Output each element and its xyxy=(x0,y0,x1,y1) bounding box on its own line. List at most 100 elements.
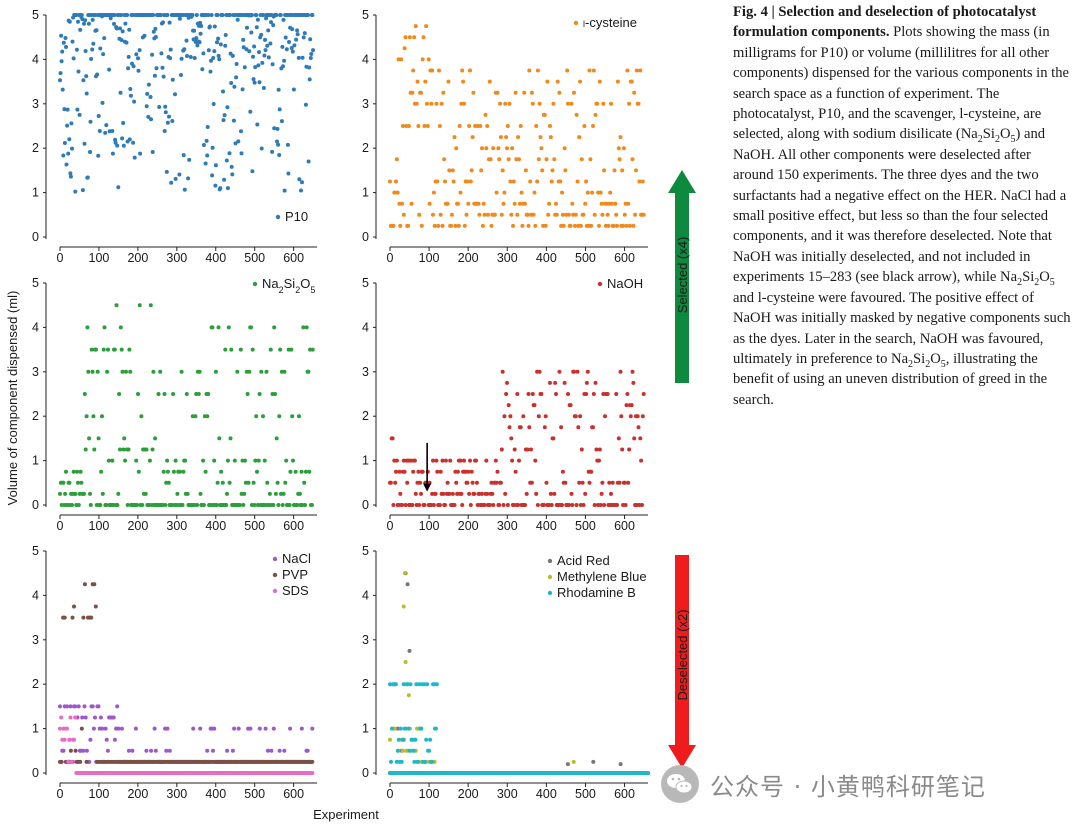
data-point xyxy=(622,212,627,217)
data-point xyxy=(455,469,460,474)
data-point xyxy=(184,38,189,43)
data-point xyxy=(229,347,234,352)
data-point xyxy=(235,369,240,374)
data-point xyxy=(525,212,530,217)
data-point xyxy=(576,425,581,430)
data-point xyxy=(410,90,415,95)
data-point xyxy=(447,168,452,173)
data-point xyxy=(622,480,627,485)
data-point xyxy=(84,74,89,79)
data-point xyxy=(533,223,538,228)
data-point xyxy=(505,146,509,151)
data-point xyxy=(558,179,563,184)
legend-marker xyxy=(547,558,553,564)
y-tick-label: 1 xyxy=(32,722,39,736)
data-point xyxy=(627,223,632,228)
data-point xyxy=(627,101,632,106)
data-point xyxy=(413,737,418,742)
y-tick-label: 1 xyxy=(362,186,369,200)
black-arrow-head xyxy=(423,483,432,492)
data-point xyxy=(507,425,512,430)
data-point xyxy=(507,101,512,106)
data-point xyxy=(450,168,455,173)
data-point xyxy=(70,503,74,507)
data-point xyxy=(263,726,268,731)
data-point xyxy=(516,135,521,140)
data-point xyxy=(87,436,92,441)
data-point xyxy=(58,726,62,731)
data-point xyxy=(254,25,259,30)
data-point xyxy=(239,129,243,134)
data-point xyxy=(548,135,553,140)
x-tick-label: 500 xyxy=(244,251,265,265)
data-point xyxy=(264,16,269,21)
data-point xyxy=(261,86,266,90)
data-point xyxy=(94,347,98,352)
data-point xyxy=(161,20,165,25)
data-point xyxy=(223,43,228,48)
data-point xyxy=(194,36,199,41)
data-point xyxy=(280,503,285,507)
data-point xyxy=(490,491,495,496)
data-point xyxy=(81,78,86,83)
data-point xyxy=(537,369,542,374)
x-tick-label: 100 xyxy=(419,519,440,533)
data-point xyxy=(195,503,200,507)
data-point xyxy=(432,682,436,687)
data-point xyxy=(467,124,472,128)
data-point xyxy=(86,369,91,374)
data-point xyxy=(460,68,465,73)
data-point xyxy=(494,190,499,195)
x-tick-label: 100 xyxy=(89,787,110,801)
data-point xyxy=(308,56,313,60)
data-point xyxy=(263,48,268,53)
data-point xyxy=(453,223,458,228)
data-point xyxy=(598,503,603,507)
x-tick-label: 100 xyxy=(419,787,440,801)
data-point xyxy=(119,726,124,731)
data-point xyxy=(299,188,303,193)
data-point xyxy=(421,35,426,40)
data-point xyxy=(224,158,229,163)
data-point xyxy=(229,81,234,85)
data-point xyxy=(292,43,297,48)
data-point xyxy=(116,726,121,731)
y-tick-label: 1 xyxy=(32,454,39,468)
data-point xyxy=(196,392,201,396)
data-point xyxy=(593,380,598,385)
data-point xyxy=(61,40,66,45)
panel-na2: 0 1 2 3 4 5 0 100 200 300 400 500 600 Na2Si2O5 xyxy=(32,276,317,533)
data-point xyxy=(89,57,94,61)
data-point xyxy=(459,491,464,496)
data-point xyxy=(624,223,629,228)
data-point xyxy=(492,212,497,217)
data-point xyxy=(272,325,277,330)
data-point xyxy=(171,392,176,396)
data-point xyxy=(255,17,260,22)
data-point xyxy=(287,40,291,44)
data-point xyxy=(536,157,541,162)
data-point xyxy=(158,369,163,374)
data-point xyxy=(575,179,580,184)
x-tick-label: 200 xyxy=(458,787,479,801)
data-point xyxy=(583,201,588,206)
data-point xyxy=(431,190,436,195)
data-point xyxy=(284,47,289,52)
data-point xyxy=(528,179,533,184)
data-point xyxy=(80,715,85,720)
data-point xyxy=(177,469,182,474)
data-point xyxy=(68,748,73,753)
data-point xyxy=(523,201,527,206)
data-point xyxy=(503,101,508,106)
data-point xyxy=(192,56,197,60)
data-point xyxy=(450,491,455,496)
data-point xyxy=(136,68,141,73)
data-point xyxy=(433,726,438,731)
data-point xyxy=(278,13,283,17)
data-point xyxy=(430,68,435,73)
data-point xyxy=(137,48,142,53)
data-point xyxy=(535,68,540,73)
data-point xyxy=(398,223,403,228)
data-point xyxy=(239,151,244,156)
data-point xyxy=(88,503,93,507)
